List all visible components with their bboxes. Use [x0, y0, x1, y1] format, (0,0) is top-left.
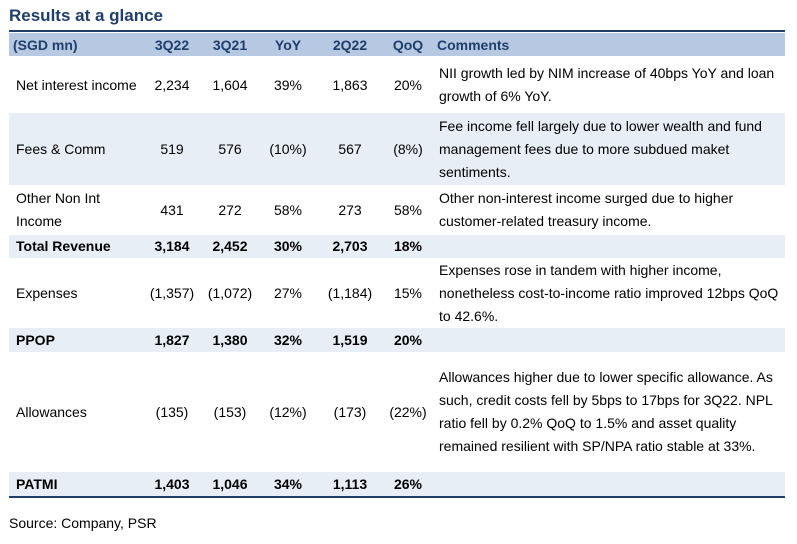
cell-2q22: 1,113: [317, 472, 383, 497]
cell-qoq: 20%: [393, 76, 423, 93]
cell-3q21: 2,452: [201, 235, 259, 258]
table-row: Other Non Int Income 431 272 58% 273 58%…: [9, 185, 785, 235]
header-3q22: 3Q22: [143, 33, 201, 57]
cell-3q21: (153): [213, 403, 247, 420]
cell-qoq: (8%): [383, 113, 433, 185]
cell-comment: Allowances higher due to lower specific …: [439, 369, 773, 454]
cell-3q22: 431: [160, 201, 184, 218]
header-comments: Comments: [433, 33, 785, 57]
row-label: Allowances: [16, 403, 87, 420]
cell-3q22: 519: [143, 113, 201, 185]
table-header-row: (SGD mn) 3Q22 3Q21 YoY 2Q22 QoQ Comments: [9, 33, 785, 57]
row-label: Net interest income: [16, 76, 137, 93]
cell-yoy: 30%: [259, 235, 317, 258]
cell-3q21: 1,380: [201, 328, 259, 352]
results-table: (SGD mn) 3Q22 3Q21 YoY 2Q22 QoQ Comments…: [9, 33, 785, 498]
cell-3q22: 1,403: [143, 472, 201, 497]
table-row: Fees & Comm 519 576 (10%) 567 (8%) Fee i…: [9, 113, 785, 185]
row-label: PATMI: [9, 472, 143, 497]
cell-yoy: 58%: [273, 201, 303, 218]
source-note: Source: Company, PSR: [9, 515, 157, 531]
table-row: Allowances (135) (153) (12%) (173) (22%)…: [9, 352, 785, 472]
cell-3q22: (1,357): [149, 284, 195, 301]
cell-comment: [433, 472, 785, 497]
cell-yoy: (10%): [259, 113, 317, 185]
cell-qoq: 15%: [393, 284, 423, 301]
cell-2q22: 567: [317, 113, 383, 185]
header-3q21: 3Q21: [201, 33, 259, 57]
cell-3q21: 576: [201, 113, 259, 185]
cell-comment: NII growth led by NIM increase of 40bps …: [439, 65, 775, 104]
table-row: Net interest income 2,234 1,604 39% 1,86…: [9, 57, 785, 114]
cell-comment: [433, 328, 785, 352]
cell-3q21: 272: [218, 201, 242, 218]
page-title: Results at a glance: [9, 6, 164, 25]
title-divider: [9, 30, 785, 32]
cell-3q22: 2,234: [154, 76, 190, 93]
header-qoq: QoQ: [383, 33, 433, 57]
header-unit: (SGD mn): [9, 33, 143, 57]
cell-3q22: 1,827: [143, 328, 201, 352]
cell-3q21: 1,046: [201, 472, 259, 497]
cell-2q22: (173): [333, 403, 367, 420]
cell-qoq: 18%: [383, 235, 433, 258]
cell-2q22: 2,703: [317, 235, 383, 258]
cell-qoq: 26%: [383, 472, 433, 497]
row-label: Other Non Int Income: [16, 190, 101, 229]
cell-3q21: 1,604: [212, 76, 248, 93]
cell-comment: Other non-interest income surged due to …: [439, 190, 734, 229]
row-label: Fees & Comm: [9, 113, 143, 185]
row-label: Expenses: [16, 284, 78, 301]
row-label: PPOP: [9, 328, 143, 352]
cell-yoy: 39%: [273, 76, 303, 93]
cell-yoy: (12%): [269, 403, 307, 420]
cell-3q22: 3,184: [143, 235, 201, 258]
cell-2q22: 1,863: [332, 76, 368, 93]
table-row: PPOP 1,827 1,380 32% 1,519 20%: [9, 328, 785, 352]
cell-comment: Fee income fell largely due to lower wea…: [433, 113, 785, 185]
cell-qoq: 20%: [383, 328, 433, 352]
header-yoy: YoY: [259, 33, 317, 57]
cell-yoy: 27%: [273, 284, 303, 301]
header-2q22: 2Q22: [317, 33, 383, 57]
row-label: Total Revenue: [9, 235, 143, 258]
cell-qoq: 58%: [393, 201, 423, 218]
cell-2q22: 273: [338, 201, 362, 218]
cell-qoq: (22%): [389, 403, 427, 420]
cell-comment: [433, 235, 785, 258]
cell-yoy: 32%: [259, 328, 317, 352]
cell-3q21: (1,072): [207, 284, 253, 301]
cell-2q22: (1,184): [327, 284, 373, 301]
cell-3q22: (135): [155, 403, 189, 420]
table-row: Total Revenue 3,184 2,452 30% 2,703 18%: [9, 235, 785, 258]
cell-2q22: 1,519: [317, 328, 383, 352]
cell-comment: Expenses rose in tandem with higher inco…: [439, 261, 779, 324]
table-row: PATMI 1,403 1,046 34% 1,113 26%: [9, 472, 785, 497]
table-row: Expenses (1,357) (1,072) 27% (1,184) 15%…: [9, 258, 785, 328]
cell-yoy: 34%: [259, 472, 317, 497]
